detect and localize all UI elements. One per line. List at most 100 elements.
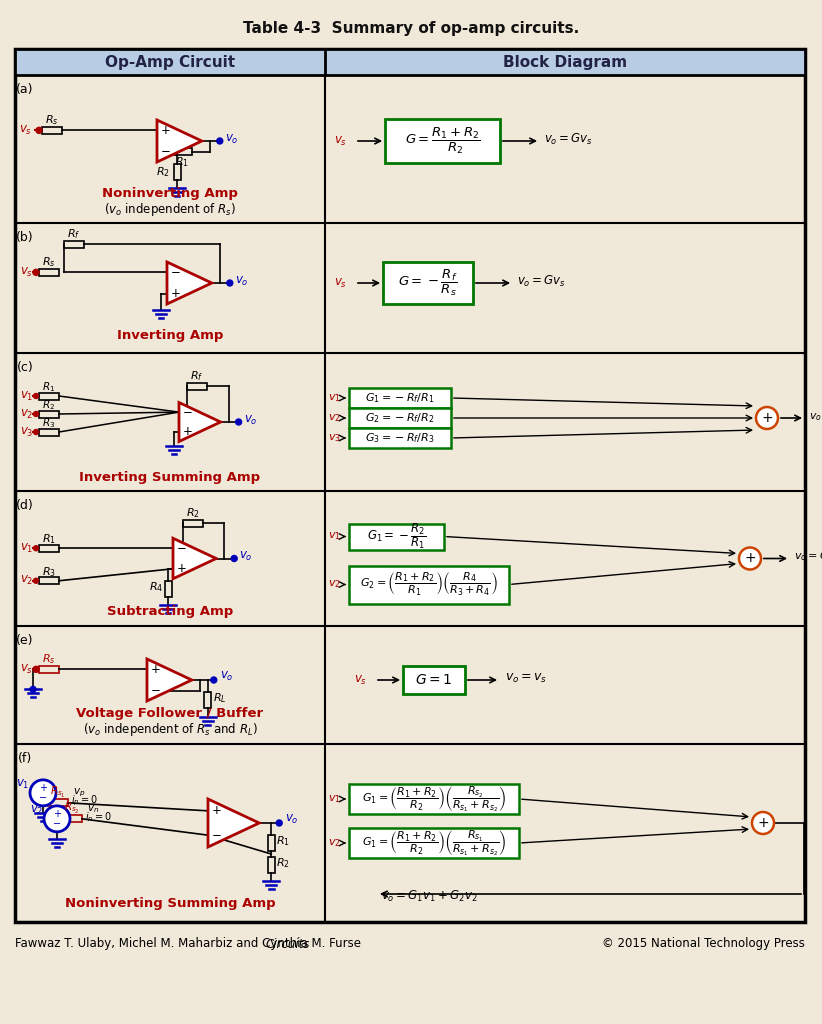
Bar xyxy=(385,119,500,163)
Text: $v_s$: $v_s$ xyxy=(334,276,347,290)
Bar xyxy=(39,666,59,673)
Circle shape xyxy=(210,677,217,683)
Text: (b): (b) xyxy=(16,231,34,244)
Text: $G=\dfrac{R_1+R_2}{R_2}$: $G=\dfrac{R_1+R_2}{R_2}$ xyxy=(404,126,480,157)
Circle shape xyxy=(34,412,39,417)
Text: $R_2$: $R_2$ xyxy=(43,398,56,412)
Bar xyxy=(39,269,59,275)
Text: $G_1=-R_f/R_1$: $G_1=-R_f/R_1$ xyxy=(365,391,435,404)
Bar xyxy=(383,262,473,304)
Text: $R_2$: $R_2$ xyxy=(186,506,200,520)
Text: −: − xyxy=(53,819,61,828)
Text: $R_2$: $R_2$ xyxy=(276,856,290,870)
Text: (d): (d) xyxy=(16,499,34,512)
Text: −: − xyxy=(212,828,222,842)
Text: $v_2$: $v_2$ xyxy=(20,408,33,421)
Text: +: + xyxy=(151,663,161,676)
Text: $R_f$: $R_f$ xyxy=(67,227,81,242)
Bar xyxy=(39,411,59,418)
Text: $v_o = v_s$: $v_o = v_s$ xyxy=(505,672,547,685)
Text: $v_s$: $v_s$ xyxy=(20,266,33,279)
Text: $R_2$: $R_2$ xyxy=(156,165,170,178)
Circle shape xyxy=(227,280,233,286)
Circle shape xyxy=(236,419,242,425)
Text: $v_s$: $v_s$ xyxy=(20,663,33,676)
Text: +: + xyxy=(183,425,193,438)
Text: $G=1$: $G=1$ xyxy=(415,673,453,687)
Text: −: − xyxy=(151,684,161,697)
Text: $G_3=-R_f/R_3$: $G_3=-R_f/R_3$ xyxy=(365,431,435,444)
Bar xyxy=(164,581,172,597)
Text: (f): (f) xyxy=(18,752,32,765)
Text: $R_L$: $R_L$ xyxy=(213,691,227,705)
Text: −: − xyxy=(39,793,47,803)
Text: +: + xyxy=(212,804,222,817)
Bar xyxy=(349,828,519,858)
Circle shape xyxy=(36,127,42,133)
Bar xyxy=(349,565,509,603)
Bar xyxy=(349,523,444,550)
Text: Fawwaz T. Ulaby, Michel M. Maharbiz and Cynthia M. Furse: Fawwaz T. Ulaby, Michel M. Maharbiz and … xyxy=(15,938,365,950)
Text: +: + xyxy=(171,287,181,300)
Bar xyxy=(39,578,59,585)
Text: $v_o$: $v_o$ xyxy=(235,274,248,288)
Bar xyxy=(349,388,451,408)
Text: −: − xyxy=(183,406,193,419)
Polygon shape xyxy=(147,659,192,701)
Text: Inverting Amp: Inverting Amp xyxy=(117,329,224,341)
Circle shape xyxy=(231,555,238,561)
Circle shape xyxy=(217,138,223,144)
Bar xyxy=(172,148,192,156)
Text: $v_p$: $v_p$ xyxy=(73,786,85,799)
Circle shape xyxy=(34,393,39,398)
Bar xyxy=(187,383,207,389)
Text: $G=-\dfrac{R_f}{R_s}$: $G=-\dfrac{R_f}{R_s}$ xyxy=(399,268,458,298)
Text: $R_f$: $R_f$ xyxy=(190,370,204,383)
Text: $v_3$: $v_3$ xyxy=(328,432,341,443)
Text: $R_3$: $R_3$ xyxy=(42,565,56,579)
Circle shape xyxy=(34,546,39,551)
Text: −: − xyxy=(161,145,171,158)
Circle shape xyxy=(752,812,774,834)
Bar xyxy=(39,392,59,399)
Bar xyxy=(403,666,465,694)
Text: ($v_o$ independent of $R_s$): ($v_o$ independent of $R_s$) xyxy=(104,201,236,217)
Text: +: + xyxy=(757,816,769,830)
Polygon shape xyxy=(208,799,259,847)
Text: $v_o = Gv_s$: $v_o = Gv_s$ xyxy=(517,273,566,289)
Text: $v_o = G_1v_1 + G_2v_2$: $v_o = G_1v_1 + G_2v_2$ xyxy=(381,889,478,903)
Circle shape xyxy=(34,429,39,434)
Text: −: − xyxy=(171,266,181,279)
Bar xyxy=(48,800,68,806)
Text: $R_s$: $R_s$ xyxy=(45,114,59,127)
Bar xyxy=(64,241,84,248)
Text: $v_s$: $v_s$ xyxy=(354,674,367,686)
Bar xyxy=(349,428,451,449)
Text: $v_o = G_1v_1 + G_2v_2 + G_3v_3$: $v_o = G_1v_1 + G_2v_2 + G_3v_3$ xyxy=(809,410,822,423)
Bar xyxy=(42,127,62,134)
Text: $R_{s_1}$: $R_{s_1}$ xyxy=(50,785,66,801)
Text: Voltage Follower / Buffer: Voltage Follower / Buffer xyxy=(76,708,264,721)
Text: Noninverting Amp: Noninverting Amp xyxy=(102,186,238,200)
Polygon shape xyxy=(167,262,212,304)
Bar xyxy=(183,520,203,526)
Circle shape xyxy=(276,820,282,826)
Text: $i_p=0$: $i_p=0$ xyxy=(71,794,98,808)
Text: Circuits: Circuits xyxy=(265,938,309,950)
Text: $R_1$: $R_1$ xyxy=(43,380,56,394)
Text: −: − xyxy=(177,542,187,555)
Text: Inverting Summing Amp: Inverting Summing Amp xyxy=(80,470,261,483)
Text: $v_2$: $v_2$ xyxy=(328,837,341,849)
Text: $v_1$: $v_1$ xyxy=(16,778,29,792)
Text: +: + xyxy=(161,124,171,137)
Text: Op-Amp Circuit: Op-Amp Circuit xyxy=(105,54,235,70)
Bar xyxy=(39,545,59,552)
Text: $R_{s_2}$: $R_{s_2}$ xyxy=(64,802,80,816)
Text: $v_o = Gv_s$: $v_o = Gv_s$ xyxy=(544,131,593,146)
Polygon shape xyxy=(173,539,216,579)
Text: $G_1=\left(\dfrac{R_1+R_2}{R_2}\right)\left(\dfrac{R_{s_2}}{R_{s_1}+R_{s_2}}\rig: $G_1=\left(\dfrac{R_1+R_2}{R_2}\right)\l… xyxy=(362,784,506,814)
Text: $v_o$: $v_o$ xyxy=(219,670,233,683)
Text: $v_1$: $v_1$ xyxy=(328,530,341,543)
Circle shape xyxy=(30,686,36,692)
Text: $v_1$: $v_1$ xyxy=(328,794,341,805)
